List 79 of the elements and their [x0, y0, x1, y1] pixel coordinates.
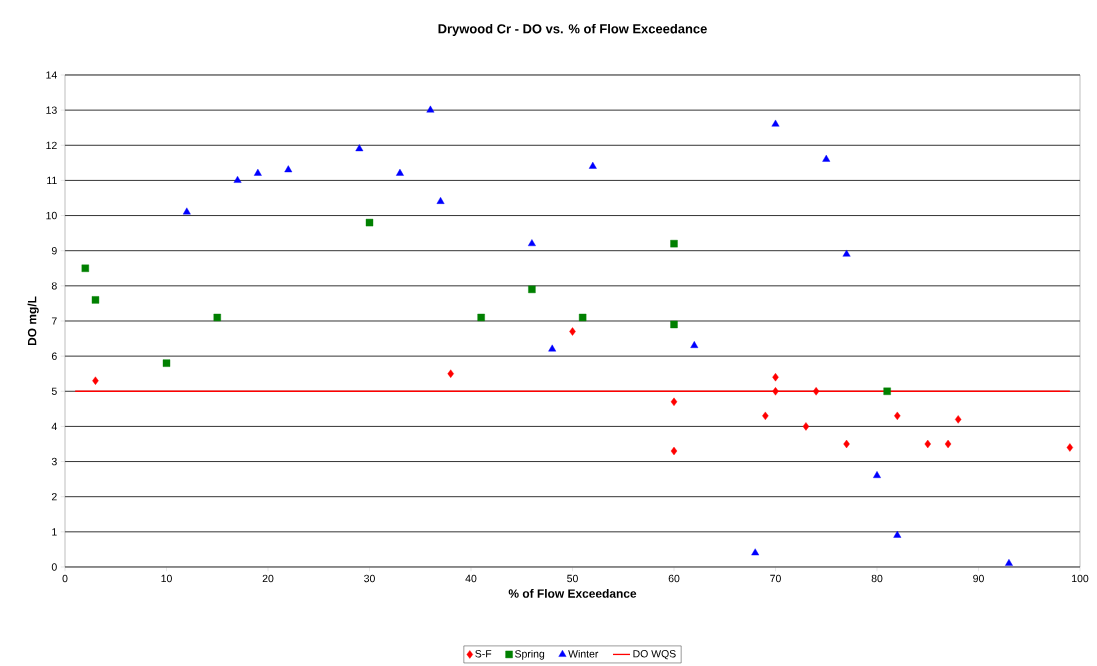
point [162, 359, 171, 367]
point [426, 105, 435, 113]
legend-label: DO WQS [633, 650, 676, 660]
legend-label: Spring [515, 649, 545, 660]
x-tick-label: 80 [871, 574, 883, 583]
point [873, 471, 881, 478]
point [528, 239, 536, 247]
x-tick-label: 90 [973, 574, 984, 583]
point [528, 285, 536, 294]
point [548, 344, 557, 352]
point [1066, 443, 1074, 452]
y-tick-label: 5 [51, 387, 57, 395]
x-tick-label: 20 [262, 574, 274, 583]
y-tick-label: 8 [51, 282, 57, 290]
point [213, 313, 221, 322]
point [91, 296, 100, 304]
point [690, 341, 699, 348]
point [92, 376, 99, 385]
y-tick-label: 2 [51, 493, 57, 501]
point [842, 249, 851, 257]
point [355, 144, 364, 152]
y-tick-label: 3 [51, 457, 57, 466]
y-tick-label: 13 [46, 106, 57, 114]
point [670, 320, 678, 329]
point [670, 446, 678, 456]
point [762, 411, 769, 421]
y-tick-label: 12 [46, 141, 57, 149]
point [578, 313, 587, 322]
point [771, 119, 780, 127]
point [751, 548, 760, 556]
point [477, 313, 485, 322]
point [233, 175, 242, 183]
point [843, 439, 850, 449]
y-tick-label: 4 [51, 422, 57, 431]
point [182, 207, 191, 215]
point [569, 327, 576, 336]
point [812, 387, 820, 396]
point [802, 422, 810, 431]
x-axis-title: % of Flow Exceedance [508, 589, 637, 598]
point [772, 387, 779, 396]
point [924, 439, 931, 449]
x-tick-label: 100 [1072, 574, 1089, 583]
point [81, 264, 89, 272]
point [284, 165, 293, 173]
point [447, 369, 454, 378]
point [822, 154, 831, 162]
x-tick-label: 0 [62, 574, 68, 583]
legend-label: S-F [475, 650, 492, 658]
point [670, 397, 678, 406]
chart-title: Drywood Cr - DO vs. % of Flow Exceedance [438, 23, 707, 36]
x-tick-label: 40 [465, 574, 477, 583]
x-tick-label: 10 [161, 574, 172, 583]
legend-label: Winter [568, 649, 599, 658]
x-tick-label: 50 [567, 574, 578, 583]
point [1005, 558, 1013, 566]
x-tick-label: 70 [770, 574, 781, 583]
y-tick-label: 9 [51, 247, 57, 255]
y-axis-title: DO mg/L [27, 296, 39, 346]
point [588, 161, 597, 169]
point [955, 415, 962, 424]
y-tick-label: 0 [51, 563, 57, 571]
x-tick-label: 30 [364, 574, 375, 583]
point [944, 439, 952, 449]
point [670, 239, 678, 248]
y-tick-label: 1 [52, 528, 57, 536]
y-tick-label: 10 [46, 211, 57, 220]
y-tick-label: 6 [51, 352, 57, 360]
x-tick-label: 60 [668, 574, 680, 583]
y-tick-label: 7 [51, 317, 57, 325]
point [772, 373, 779, 382]
y-tick-label: 14 [46, 71, 57, 79]
point [396, 168, 404, 176]
point [893, 530, 902, 538]
point [883, 387, 891, 395]
y-tick-label: 11 [47, 176, 57, 185]
point [894, 411, 901, 421]
point [436, 197, 445, 204]
point [253, 168, 262, 176]
point [365, 218, 374, 227]
